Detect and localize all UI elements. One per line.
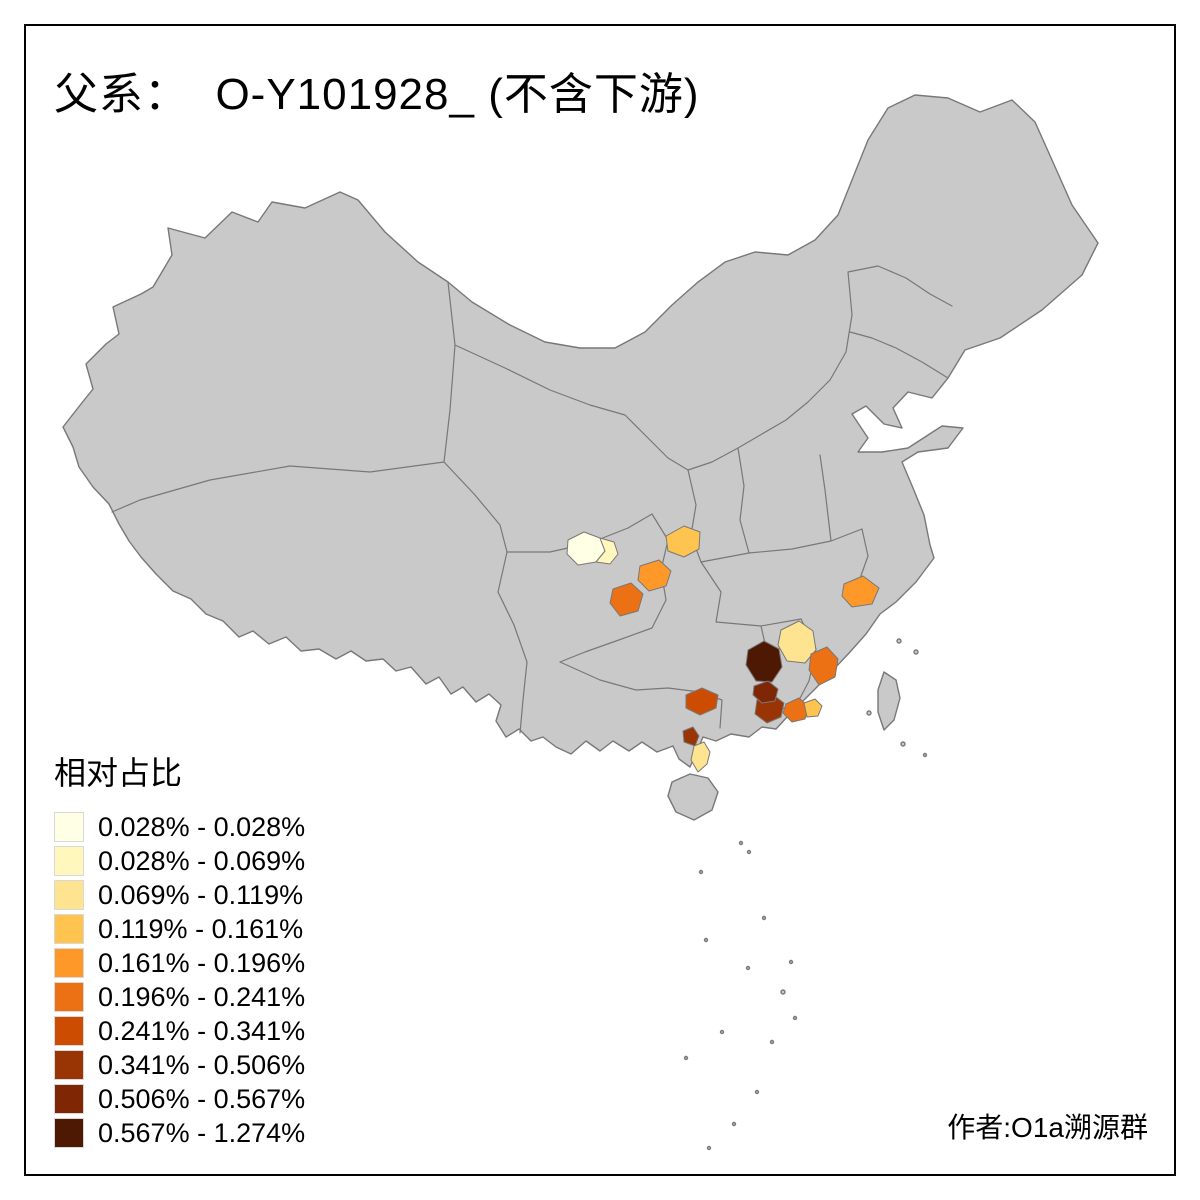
- legend-swatch: [54, 948, 84, 978]
- legend: 相对占比 0.028% - 0.028% 0.028% - 0.069% 0.0…: [54, 748, 305, 1148]
- map-region: [745, 640, 783, 683]
- legend-row: 0.028% - 0.069%: [54, 846, 305, 876]
- legend-swatch: [54, 914, 84, 944]
- legend-row: 0.341% - 0.506%: [54, 1050, 305, 1080]
- map-region: [690, 741, 711, 773]
- legend-swatch: [54, 880, 84, 910]
- legend-label: 0.028% - 0.069%: [98, 845, 306, 876]
- legend-label: 0.241% - 0.341%: [98, 1015, 306, 1046]
- map-region: [637, 559, 672, 592]
- legend-label: 0.161% - 0.196%: [98, 947, 306, 978]
- legend-label: 0.506% - 0.567%: [98, 1083, 306, 1114]
- legend-label: 0.028% - 0.028%: [98, 811, 306, 842]
- map-region: [841, 575, 880, 608]
- legend-row: 0.196% - 0.241%: [54, 982, 305, 1012]
- legend-label: 0.069% - 0.119%: [98, 879, 304, 910]
- china-landmass: [62, 94, 1099, 768]
- legend-swatch: [54, 812, 84, 842]
- legend-rows: 0.028% - 0.028% 0.028% - 0.069% 0.069% -…: [54, 812, 305, 1148]
- legend-swatch: [54, 1050, 84, 1080]
- legend-swatch: [54, 1084, 84, 1114]
- legend-label: 0.196% - 0.241%: [98, 981, 306, 1012]
- legend-row: 0.119% - 0.161%: [54, 914, 305, 944]
- map-region: [752, 680, 779, 704]
- legend-swatch: [54, 846, 84, 876]
- map-region: [782, 697, 810, 723]
- taiwan-island: [877, 671, 901, 731]
- map-region: [665, 525, 701, 558]
- legend-swatch: [54, 982, 84, 1012]
- map-region: [609, 582, 644, 617]
- hainan-island: [667, 773, 719, 821]
- map-region: [685, 687, 719, 716]
- attribution: 作者:O1a溯源群: [947, 1112, 1148, 1143]
- legend-row: 0.161% - 0.196%: [54, 948, 305, 978]
- legend-row: 0.567% - 1.274%: [54, 1118, 305, 1148]
- map-region: [595, 537, 619, 565]
- legend-row: 0.028% - 0.028%: [54, 812, 305, 842]
- legend-title: 相对占比: [54, 755, 183, 791]
- legend-label: 0.567% - 1.274%: [98, 1117, 306, 1148]
- legend-label: 0.119% - 0.161%: [98, 913, 304, 944]
- legend-row: 0.069% - 0.119%: [54, 880, 305, 910]
- legend-swatch: [54, 1118, 84, 1148]
- map-region: [803, 698, 823, 718]
- highlighted-regions: [566, 525, 880, 773]
- legend-row: 0.241% - 0.341%: [54, 1016, 305, 1046]
- legend-swatch: [54, 1016, 84, 1046]
- map-title: 父系： O-Y101928_ (不含下游): [54, 70, 700, 119]
- map-region: [682, 726, 700, 747]
- map-region: [808, 646, 839, 686]
- legend-row: 0.506% - 0.567%: [54, 1084, 305, 1114]
- legend-label: 0.341% - 0.506%: [98, 1049, 306, 1080]
- sea-islands: [683, 638, 928, 1151]
